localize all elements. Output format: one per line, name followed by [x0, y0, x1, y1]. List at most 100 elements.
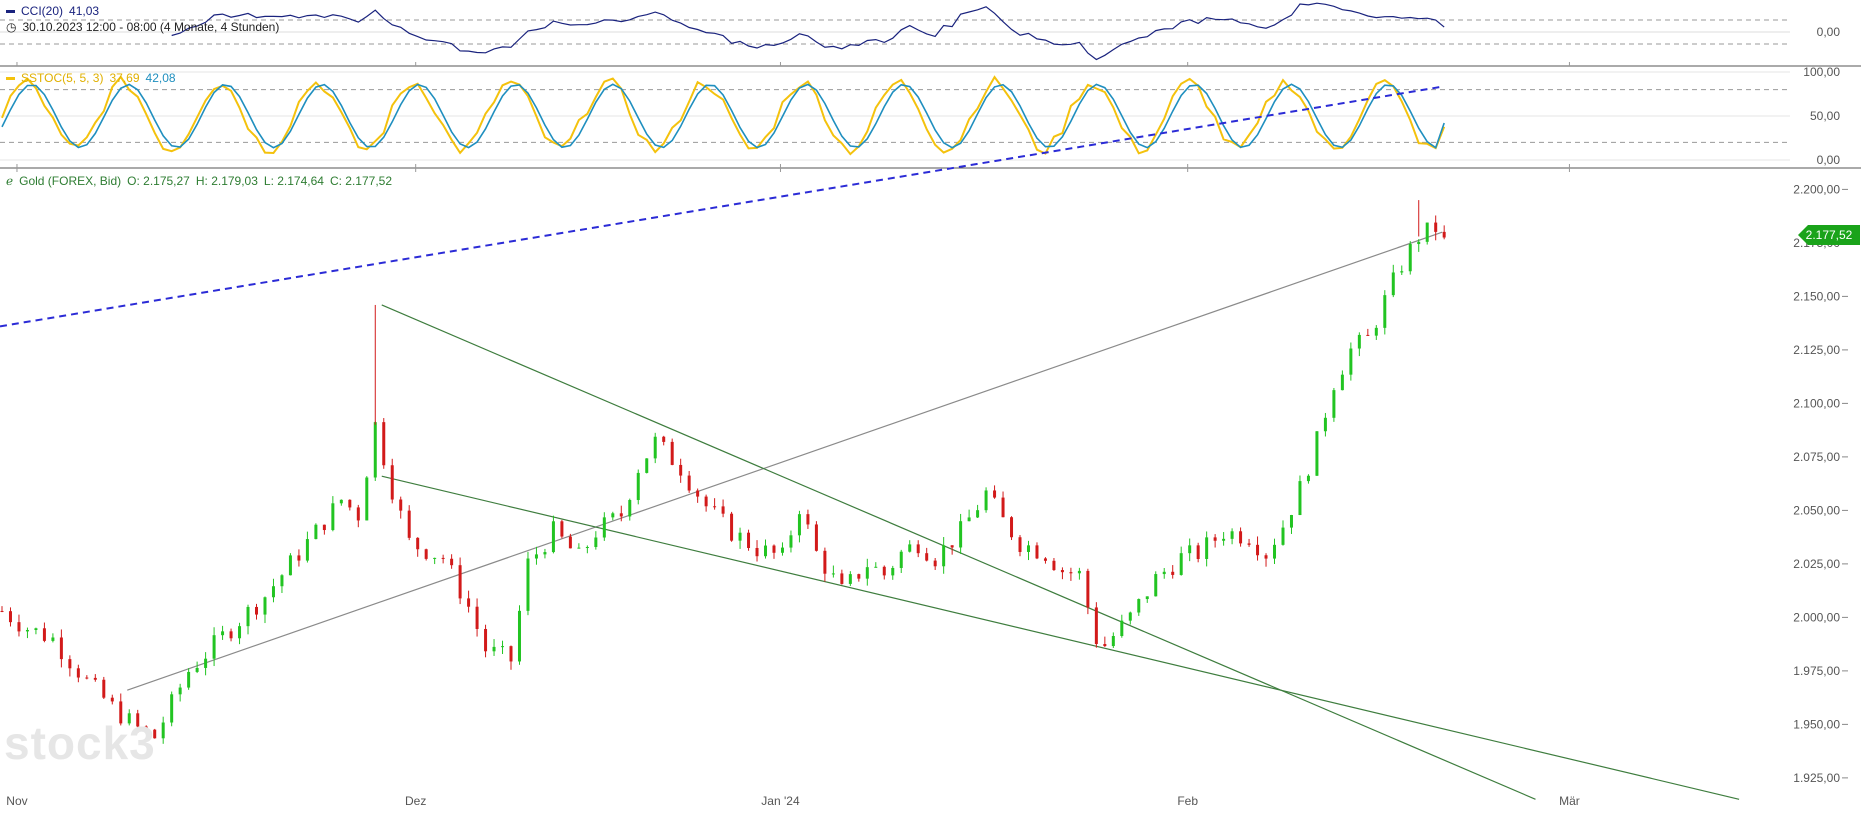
candle-body [611, 513, 615, 518]
candle-body [255, 606, 259, 615]
candle-body [721, 506, 725, 514]
candle-body [891, 567, 895, 576]
time-axis: Nov Dez Jan '24 Feb Mär [6, 62, 1580, 808]
price-tick-label: 2.150,00 [1793, 289, 1840, 303]
candle-body [1374, 327, 1378, 336]
candle-body [1103, 644, 1107, 647]
time-tick-label: Jan '24 [761, 794, 800, 808]
candle-body [653, 436, 657, 459]
candle-body [322, 524, 326, 531]
candle-body [1366, 334, 1370, 336]
candle-body [797, 514, 801, 536]
cci-line [171, 2, 1445, 61]
candle-body [187, 671, 191, 688]
candle-body [1340, 374, 1344, 391]
candle-body [1281, 527, 1285, 545]
price-tick-label: 1.950,00 [1793, 717, 1840, 731]
candle-body [1188, 545, 1192, 554]
candle-body [1400, 271, 1404, 273]
candle-body [814, 524, 818, 551]
timeframe-legend: ◷ 30.10.2023 12:00 - 08:00 (4 Monate, 4 S… [6, 20, 285, 34]
gold-high: H: 2.179,03 [195, 174, 258, 188]
cci-value: 41,03 [69, 4, 100, 18]
candle-body [0, 610, 4, 612]
candle-body [1247, 543, 1251, 545]
trendlines[interactable] [0, 85, 1740, 800]
candle-body [568, 536, 572, 549]
time-tick-label: Dez [405, 794, 426, 808]
candle-body [382, 422, 386, 466]
trendline [381, 304, 1536, 800]
candle-body [475, 606, 479, 629]
candle-body [1222, 538, 1226, 541]
price-tick-label: 2.125,00 [1793, 343, 1840, 357]
candle-body [153, 729, 157, 739]
candle-body [424, 549, 428, 559]
stoch-tick-label: 50,00 [1810, 109, 1840, 123]
candle-body [950, 545, 954, 548]
cci-tick-label: 0,00 [1817, 25, 1841, 39]
cci-series: 0,00 [0, 2, 1841, 61]
candle-body [1162, 571, 1166, 575]
candle-body [8, 611, 12, 623]
candle-body [1026, 545, 1030, 552]
candle-body [441, 557, 445, 559]
cci-label: CCI(20) [21, 4, 64, 18]
candle-body [1383, 295, 1387, 328]
candle-body [1434, 222, 1438, 232]
candle-body [1306, 475, 1310, 482]
stoch-legend: SSTOC(5, 5, 3) 37,69 42,08 [6, 71, 182, 85]
candle-body [467, 598, 471, 607]
candle-body [373, 422, 377, 478]
candle-body [1239, 531, 1243, 544]
candle-body [874, 566, 878, 568]
candle-body [1442, 231, 1446, 238]
candle-body [645, 458, 649, 473]
candle-body [848, 574, 852, 584]
candle-body [458, 565, 462, 599]
stoch-label: SSTOC(5, 5, 3) [21, 71, 104, 85]
price-axis: 2.200,002.175,002.150,002.125,002.100,00… [1793, 182, 1848, 785]
candle-body [1205, 537, 1209, 559]
candle-body [984, 490, 988, 511]
price-tick-label: 2.100,00 [1793, 396, 1840, 410]
price-tick-label: 2.075,00 [1793, 450, 1840, 464]
trendline [381, 475, 1740, 800]
price-tick-label: 1.925,00 [1793, 771, 1840, 785]
candle-body [755, 547, 759, 557]
candle-body [687, 475, 691, 491]
candle-body [1035, 545, 1039, 559]
gold-open: O: 2.175,27 [127, 174, 190, 188]
candle-body [407, 510, 411, 538]
candle-body [356, 507, 360, 521]
gold-low: L: 2.174,64 [263, 174, 324, 188]
candle-body [1060, 570, 1064, 573]
candle-body [1069, 572, 1073, 574]
candle-body [840, 573, 844, 584]
candle-body [25, 629, 29, 632]
candle-body [908, 544, 912, 552]
candle-body [229, 631, 233, 639]
candle-body [221, 631, 225, 636]
candle-body [942, 545, 946, 567]
candle-body [1315, 431, 1319, 476]
candle-body [59, 637, 63, 660]
candle-body [1264, 555, 1268, 559]
candle-body [263, 597, 267, 615]
candle-body [551, 521, 555, 553]
candle-body [704, 496, 708, 507]
candle-body [679, 464, 683, 476]
candle-body [484, 628, 488, 652]
candlesticks[interactable] [0, 200, 1446, 744]
candle-body [789, 535, 793, 548]
candle-body [68, 659, 72, 669]
candle-body [339, 499, 343, 504]
candle-body [1323, 417, 1327, 432]
candle-body [823, 550, 827, 574]
candle-body [1298, 481, 1302, 516]
stoch-swatch [6, 77, 15, 81]
candle-body [136, 713, 140, 727]
candle-body [271, 586, 275, 598]
candle-body [42, 628, 46, 641]
